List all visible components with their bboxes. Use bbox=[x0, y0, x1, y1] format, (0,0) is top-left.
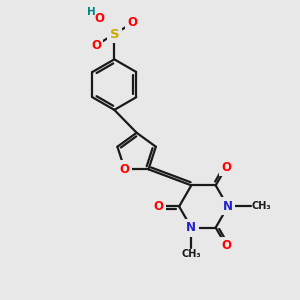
Text: CH₃: CH₃ bbox=[182, 249, 201, 259]
Text: N: N bbox=[223, 200, 233, 213]
Text: S: S bbox=[110, 28, 119, 40]
Text: O: O bbox=[153, 200, 163, 213]
Text: O: O bbox=[221, 239, 231, 252]
Text: O: O bbox=[91, 39, 101, 52]
Text: O: O bbox=[128, 16, 138, 29]
Text: O: O bbox=[94, 12, 104, 25]
Text: O: O bbox=[120, 163, 130, 176]
Text: N: N bbox=[186, 221, 196, 234]
Text: H: H bbox=[87, 7, 95, 17]
Text: CH₃: CH₃ bbox=[252, 202, 271, 212]
Text: O: O bbox=[221, 161, 231, 174]
